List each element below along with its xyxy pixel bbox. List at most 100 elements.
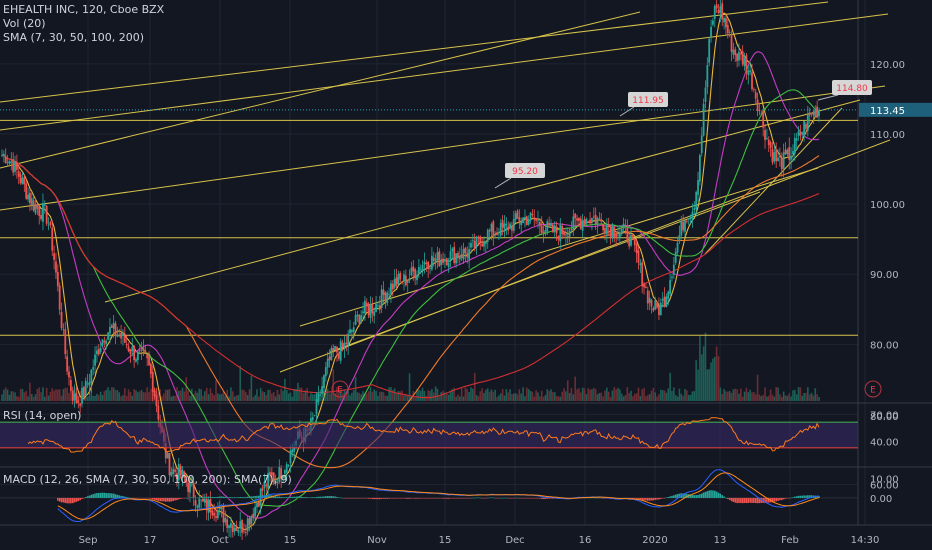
candle-body (285, 464, 288, 473)
price-tick-label: 70.00 (870, 410, 899, 421)
volume-bar (58, 389, 61, 401)
candle-body (414, 269, 417, 279)
volume-bar (805, 392, 807, 401)
volume-bar (769, 389, 772, 401)
volume-bar (34, 394, 37, 401)
volume-bar (617, 387, 619, 401)
candle-body (66, 356, 69, 372)
macd-histogram-bar (125, 497, 128, 498)
volume-bar (40, 392, 42, 401)
macd-histogram-bar (505, 497, 508, 499)
candle-body (172, 468, 175, 474)
candle-body (525, 216, 528, 225)
earnings-marker: E (331, 380, 349, 398)
volume-bar (801, 395, 804, 401)
candle-body (765, 137, 768, 139)
candle-body (658, 306, 660, 316)
macd-histogram-bar (686, 493, 688, 498)
candle-body (578, 217, 580, 221)
macd-histogram-bar (432, 497, 435, 499)
candle-body (216, 510, 219, 519)
volume-bar (163, 393, 165, 401)
macd-histogram-bar (291, 496, 294, 498)
candle-body (490, 223, 493, 232)
macd-histogram-bar (749, 497, 751, 503)
trendline (299, 167, 819, 327)
macd-histogram-bar (259, 495, 262, 498)
volume-bar (445, 393, 448, 401)
candle-body (123, 336, 126, 343)
volume-bar (773, 396, 776, 401)
volume-bar (784, 395, 787, 401)
sma-30-line (1, 51, 820, 519)
macd-histogram-bar (399, 497, 402, 499)
volume-bar (468, 392, 470, 401)
candle-body (484, 241, 487, 244)
volume-bar (639, 396, 642, 401)
volume-bar (423, 390, 426, 401)
candle-body (187, 482, 190, 492)
candle-body (429, 268, 431, 270)
volume-bar (680, 393, 683, 401)
candle-body (75, 392, 78, 404)
macd-histogram-bar (674, 494, 677, 498)
macd-histogram-bar (516, 497, 519, 499)
candle-body (112, 322, 115, 329)
macd-histogram-bar (302, 497, 305, 498)
macd-histogram-bar (349, 497, 351, 499)
volume-bar (782, 391, 785, 401)
macd-histogram-bar (457, 497, 459, 499)
candle-body (122, 333, 124, 336)
volume-bar (146, 387, 148, 401)
candle-body (780, 158, 783, 170)
candle-body (19, 174, 22, 184)
volume-bar (10, 391, 13, 401)
macd-histogram-bar (395, 497, 398, 499)
macd-histogram-bar (392, 497, 394, 499)
volume-bar (304, 390, 307, 401)
candle-body (177, 463, 180, 481)
macd-histogram-bar (339, 497, 342, 499)
volume-bar (410, 396, 413, 401)
candle-body (602, 224, 605, 231)
macd-histogram-bar (808, 495, 811, 498)
volume-bar (8, 394, 11, 401)
volume-bar (244, 392, 247, 401)
macd-histogram-bar (276, 496, 279, 498)
volume-bar (1, 394, 3, 401)
macd-histogram-bar (630, 497, 632, 499)
candle-body (574, 213, 577, 219)
volume-bar (812, 395, 815, 401)
macd-histogram-bar (79, 497, 81, 501)
candle-body (114, 323, 117, 336)
macd-histogram-bar (633, 497, 636, 499)
volume-bar (509, 389, 511, 401)
macd-histogram-bar (364, 497, 366, 499)
volume-bar (708, 369, 710, 401)
candle-body (697, 180, 699, 195)
macd-histogram-bar (369, 497, 372, 499)
macd-histogram-bar (103, 492, 106, 498)
candle-body (739, 53, 742, 55)
volume-bar (125, 395, 128, 401)
macd-histogram-bar (440, 497, 443, 499)
volume-bar (345, 391, 348, 401)
volume-bar (16, 396, 18, 401)
volume-bar (57, 389, 59, 401)
macd-histogram-bar (704, 491, 707, 498)
candle-body (47, 224, 50, 226)
candle-body (462, 248, 465, 260)
candle-body (4, 156, 7, 164)
candle-body (129, 349, 132, 354)
volume-bar (719, 387, 722, 401)
candle-body (620, 228, 623, 234)
candle-body (243, 530, 245, 532)
volume-bar (133, 389, 135, 401)
volume-bar (661, 390, 664, 401)
candle-body (680, 220, 683, 236)
volume-bar (472, 388, 474, 401)
candle-body (99, 347, 102, 352)
candle-body (548, 222, 551, 226)
macd-histogram-bar (512, 497, 515, 499)
